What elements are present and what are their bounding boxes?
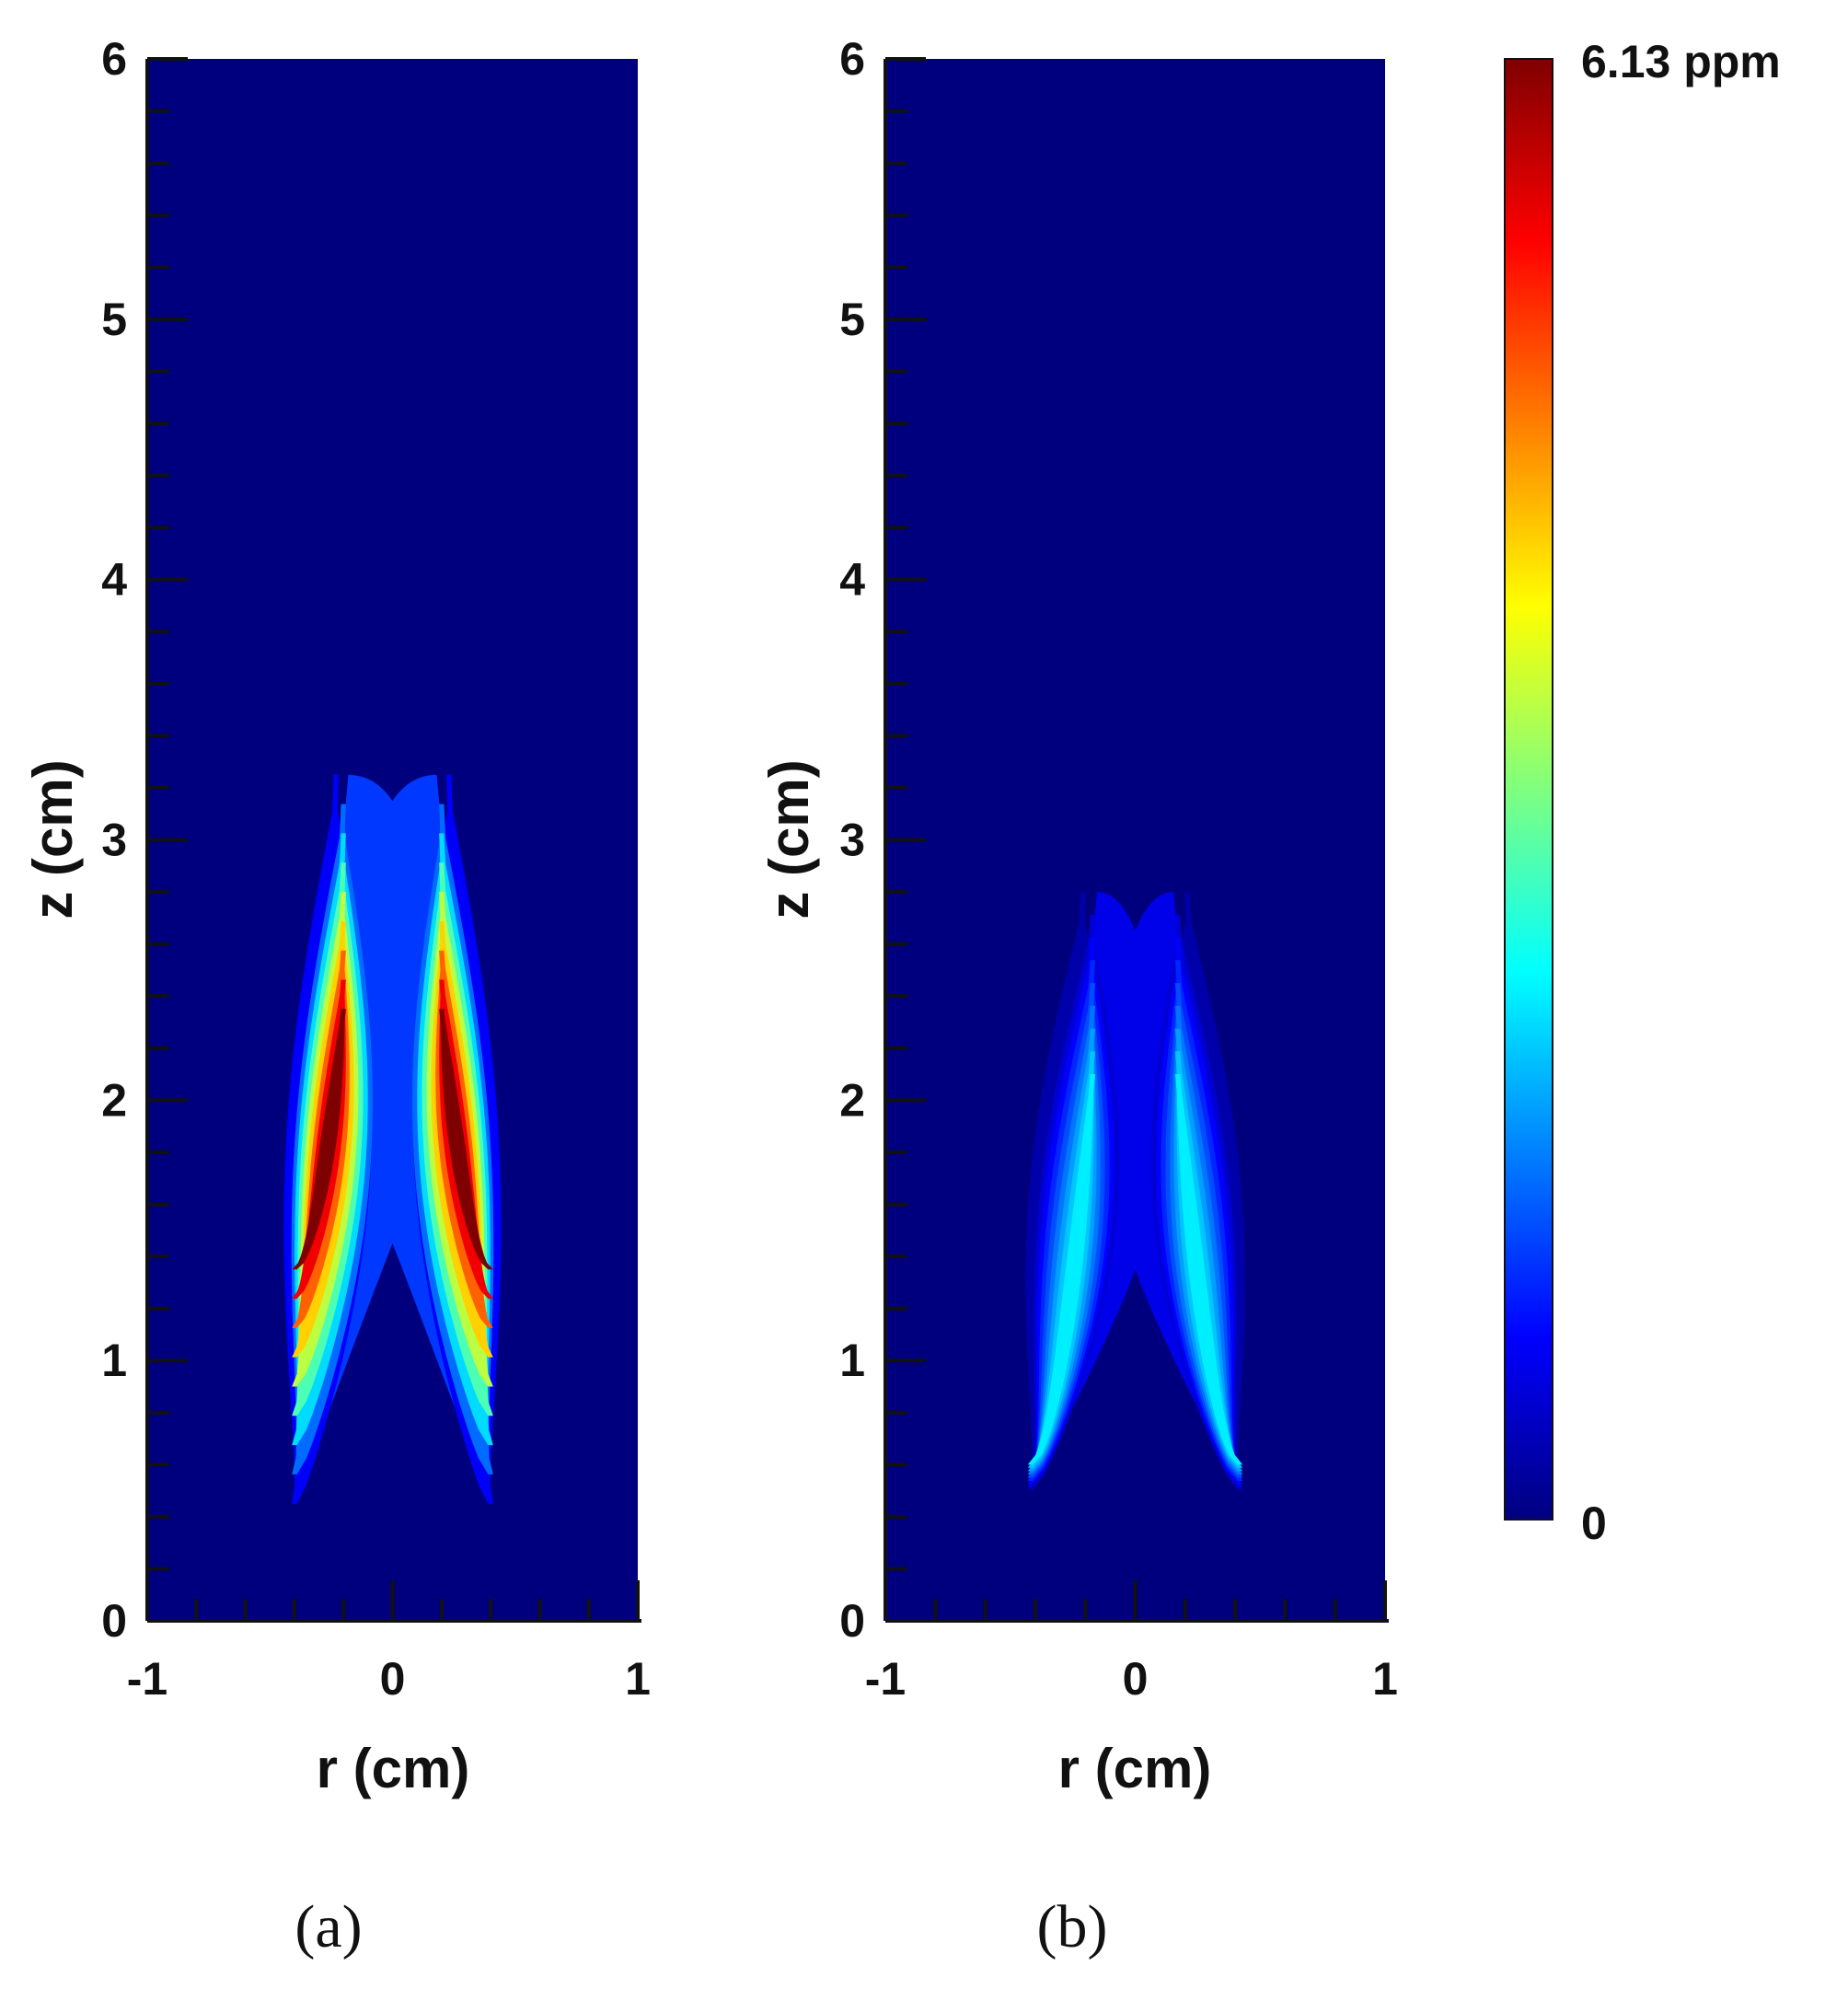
y-tick-label: 3 [101, 815, 127, 866]
x-tick-label: -1 [865, 1653, 906, 1705]
y-tick-label: 0 [839, 1595, 865, 1647]
x-tick-label: 1 [625, 1653, 651, 1705]
x-axis-title-b: r (cm) [1058, 1738, 1212, 1799]
panel-label-a: (a) [295, 1893, 362, 1960]
panel-label-b: (b) [1037, 1893, 1108, 1960]
y-tick-label: 6 [101, 33, 127, 85]
plume-a [283, 774, 502, 1504]
x-tick-label: 0 [1123, 1653, 1149, 1705]
y-tick-label: 5 [839, 294, 865, 345]
plume-contour-band [439, 979, 493, 1299]
colorbar-max-label: 6.13 ppm [1581, 36, 1781, 87]
y-tick-label: 1 [839, 1335, 865, 1386]
plume-b [1025, 892, 1245, 1491]
colorbar-min-label: 0 [1581, 1498, 1607, 1549]
y-tick-label: 0 [101, 1595, 127, 1647]
x-tick-label: 1 [1372, 1653, 1398, 1705]
plume-contour-band [1027, 1074, 1096, 1465]
x-tick-label: -1 [127, 1653, 167, 1705]
y-tick-label: 4 [839, 554, 865, 606]
plume-contour-band [439, 1009, 493, 1270]
plume-contour-band [1174, 1051, 1243, 1468]
ticks-a [145, 57, 641, 1623]
y-tick-label: 3 [839, 815, 865, 866]
plume-contour-band [1027, 1051, 1096, 1468]
colorbar: 6.13 ppm 0 [1504, 36, 1781, 1549]
y-tick-label: 1 [101, 1335, 127, 1386]
plume-contour-band [292, 1009, 346, 1270]
x-axis-title-a: r (cm) [317, 1738, 470, 1799]
y-tick-label: 2 [839, 1074, 865, 1126]
plume-contour-band [1174, 1074, 1243, 1465]
y-axis-title-a: z (cm) [22, 759, 84, 919]
colorbar-ramp [1504, 58, 1553, 1521]
y-tick-label: 6 [839, 33, 865, 85]
y-tick-label: 5 [101, 294, 127, 345]
y-axis-title-b: z (cm) [758, 759, 820, 919]
y-tick-label: 4 [101, 554, 127, 606]
x-tick-label: 0 [380, 1653, 406, 1705]
plot-area-b [885, 59, 1385, 1621]
plume-contour-band [292, 979, 346, 1299]
ticks-b [884, 57, 1389, 1623]
y-tick-label: 2 [101, 1074, 127, 1126]
